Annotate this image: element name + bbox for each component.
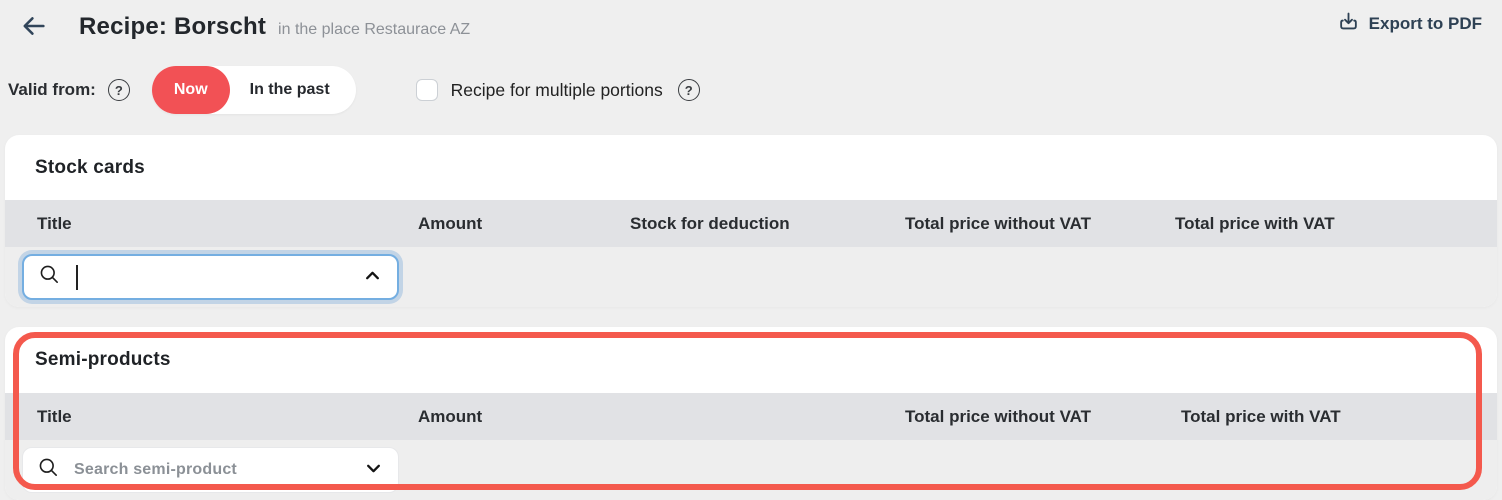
col-title: Title: [37, 213, 72, 233]
stock-cards-title-band: Stock cards: [5, 135, 1497, 200]
text-cursor: [76, 264, 78, 290]
col-total-price-with-vat: Total price with VAT: [1175, 213, 1335, 233]
stock-card-search-input[interactable]: [22, 254, 399, 300]
semi-products-title-band: Semi-products: [5, 327, 1497, 393]
valid-from-label: Valid from:: [8, 80, 96, 99]
back-button[interactable]: [20, 14, 47, 41]
col-amount: Amount: [418, 406, 483, 426]
arrow-left-icon: [20, 17, 47, 41]
export-pdf-label: Export to PDF: [1368, 13, 1482, 33]
valid-from-help-icon[interactable]: ?: [107, 79, 130, 101]
stock-cards-section: Stock cards Title Amount Stock for deduc…: [5, 135, 1497, 307]
multiple-portions-group: Recipe for multiple portions ?: [415, 79, 700, 101]
col-total-price-with-vat: Total price with VAT: [1181, 406, 1341, 426]
chevron-down-icon: [365, 460, 382, 480]
page-title: Recipe: Borscht: [79, 13, 267, 40]
stock-cards-search-row: [5, 247, 1497, 307]
semi-products-title: Semi-products: [35, 349, 171, 370]
col-stock-for-deduction: Stock for deduction: [630, 213, 790, 233]
stock-cards-title: Stock cards: [35, 156, 145, 178]
collapse-dropdown-button[interactable]: [364, 267, 381, 287]
multiple-portions-help-icon[interactable]: ?: [677, 79, 700, 101]
col-title: Title: [37, 406, 72, 426]
download-icon: [1338, 10, 1359, 37]
semi-products-section: Semi-products Title Amount Total price w…: [5, 327, 1497, 500]
toggle-option-now[interactable]: Now: [151, 66, 230, 114]
multiple-portions-checkbox[interactable]: [415, 79, 438, 101]
export-pdf-button[interactable]: Export to PDF: [1338, 10, 1482, 37]
controls-row: Valid from: ? Now In the past Recipe for…: [8, 66, 1494, 114]
semi-product-search-placeholder: Search semi-product: [74, 461, 237, 478]
col-total-price-without-vat: Total price without VAT: [905, 213, 1092, 233]
semi-products-search-row: Search semi-product: [5, 440, 1497, 500]
chevron-up-icon: [364, 267, 381, 287]
expand-dropdown-button[interactable]: [365, 460, 382, 480]
semi-product-search-input[interactable]: Search semi-product: [22, 447, 399, 493]
multiple-portions-label: Recipe for multiple portions: [450, 79, 663, 100]
search-icon: [38, 263, 61, 291]
title-group: Recipe: Borscht in the place Restaurace …: [79, 13, 1338, 41]
search-icon: [37, 456, 60, 484]
page-subtitle: in the place Restaurace AZ: [278, 21, 471, 38]
col-total-price-without-vat: Total price without VAT: [905, 406, 1092, 426]
valid-from-toggle: Now In the past: [151, 66, 356, 114]
semi-products-table-header: Title Amount Total price without VAT Tot…: [5, 393, 1497, 440]
stock-cards-table-header: Title Amount Stock for deduction Total p…: [5, 200, 1497, 247]
toggle-option-in-the-past[interactable]: In the past: [230, 66, 350, 114]
col-amount: Amount: [418, 213, 483, 233]
topbar: Recipe: Borscht in the place Restaurace …: [0, 0, 1502, 48]
